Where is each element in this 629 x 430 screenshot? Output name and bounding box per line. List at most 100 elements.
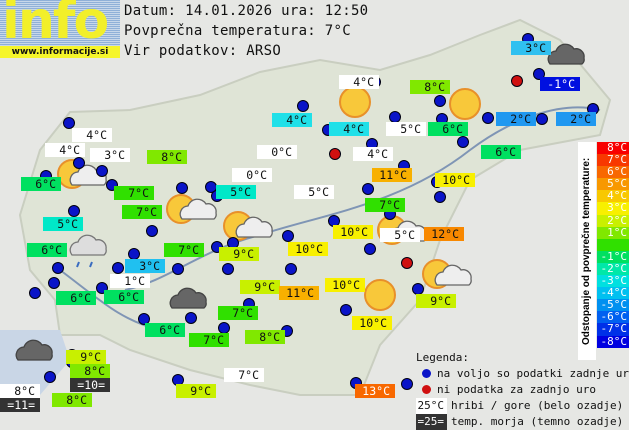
scale-row: 2°C	[597, 214, 629, 227]
station-temperature[interactable]: 11°C	[279, 286, 319, 300]
station-temperature[interactable]: 4°C	[272, 113, 312, 127]
sea-sample: =25=	[416, 414, 447, 430]
station-temperature[interactable]: 6°C	[428, 122, 468, 136]
station-temperature[interactable]: 8°C	[147, 150, 187, 164]
station-temperature[interactable]: 6°C	[104, 290, 144, 304]
station-temperature[interactable]: 7°C	[122, 205, 162, 219]
station-temperature[interactable]: 9°C	[66, 350, 106, 364]
station-temperature[interactable]: 12°C	[424, 227, 464, 241]
station-temperature[interactable]: 4°C	[72, 128, 112, 142]
station-temperature[interactable]: 7°C	[365, 198, 405, 212]
station-temperature[interactable]: 5°C	[216, 185, 256, 199]
station-temperature[interactable]: 9°C	[176, 384, 216, 398]
station-dot-no-data[interactable]	[401, 257, 413, 269]
station-dot[interactable]	[52, 262, 64, 274]
station-dot-no-data[interactable]	[511, 75, 523, 87]
station-dot[interactable]	[176, 182, 188, 194]
station-dot[interactable]	[434, 95, 446, 107]
station-temperature[interactable]: 8°C	[410, 80, 450, 94]
station-dot[interactable]	[434, 191, 446, 203]
station-temperature[interactable]: 3°C	[511, 41, 551, 55]
station-temperature[interactable]: 10°C	[352, 316, 392, 330]
station-dot[interactable]	[362, 183, 374, 195]
station-temperature[interactable]: 8°C	[70, 364, 110, 378]
station-temperature[interactable]: 10°C	[333, 225, 373, 239]
blue-dot-icon	[422, 369, 431, 378]
sun-icon	[364, 279, 396, 311]
station-temperature[interactable]: =10=	[70, 378, 110, 392]
station-dot[interactable]	[172, 263, 184, 275]
station-temperature[interactable]: 8°C	[52, 393, 92, 407]
station-temperature[interactable]: 10°C	[435, 173, 475, 187]
station-dot[interactable]	[68, 205, 80, 217]
station-temperature[interactable]: 8°C	[0, 384, 40, 398]
station-dot[interactable]	[285, 263, 297, 275]
station-temperature[interactable]: 6°C	[481, 145, 521, 159]
station-temperature[interactable]: 0°C	[232, 168, 272, 182]
station-temperature[interactable]: 3°C	[90, 148, 130, 162]
station-temperature[interactable]: 5°C	[380, 228, 420, 242]
station-temperature[interactable]: 4°C	[353, 147, 393, 161]
scale-row: 5°C	[597, 178, 629, 191]
station-dot[interactable]	[96, 165, 108, 177]
station-dot[interactable]	[222, 263, 234, 275]
station-temperature[interactable]: 0°C	[257, 145, 297, 159]
station-dot[interactable]	[482, 112, 494, 124]
station-dot[interactable]	[536, 113, 548, 125]
logo-text: info	[2, 0, 109, 51]
station-temperature[interactable]: 2°C	[496, 112, 536, 126]
dark-cloud-icon	[15, 339, 53, 361]
station-dot[interactable]	[282, 230, 294, 242]
station-temperature[interactable]: 4°C	[45, 143, 85, 157]
station-temperature[interactable]: 7°C	[218, 306, 258, 320]
station-temperature[interactable]: 6°C	[56, 291, 96, 305]
station-dot[interactable]	[48, 277, 60, 289]
station-temperature[interactable]: 4°C	[339, 75, 379, 89]
station-temperature[interactable]: 5°C	[43, 217, 83, 231]
station-dot[interactable]	[138, 313, 150, 325]
station-temperature[interactable]: 6°C	[27, 243, 67, 257]
station-dot[interactable]	[73, 157, 85, 169]
station-temperature[interactable]: 9°C	[240, 280, 280, 294]
station-temperature[interactable]: 7°C	[224, 368, 264, 382]
deviation-scale: Odstopanje od povprečne temperature: 8°C…	[578, 141, 629, 360]
station-temperature[interactable]: 3°C	[125, 259, 165, 273]
station-temperature[interactable]: 2°C	[556, 112, 596, 126]
station-temperature[interactable]: 6°C	[21, 177, 61, 191]
station-temperature[interactable]: 8°C	[245, 330, 285, 344]
station-dot-no-data[interactable]	[329, 148, 341, 160]
station-dot[interactable]	[185, 312, 197, 324]
legend: Legenda: na voljo so podatki zadnje ure …	[416, 350, 629, 430]
station-dot[interactable]	[29, 287, 41, 299]
station-temperature[interactable]: =11=	[0, 398, 40, 412]
station-temperature[interactable]: -1°C	[540, 77, 580, 91]
site-url[interactable]: www.informacije.si	[0, 46, 120, 58]
station-temperature[interactable]: 4°C	[329, 122, 369, 136]
station-dot[interactable]	[340, 304, 352, 316]
station-dot[interactable]	[457, 136, 469, 148]
station-temperature[interactable]: 5°C	[386, 122, 426, 136]
station-temperature[interactable]: 11°C	[372, 168, 412, 182]
station-temperature[interactable]: 13°C	[355, 384, 395, 398]
station-temperature[interactable]: 5°C	[294, 185, 334, 199]
station-temperature[interactable]: 9°C	[416, 294, 456, 308]
station-temperature[interactable]: 10°C	[325, 278, 365, 292]
logo[interactable]: info www.informacije.si	[0, 0, 120, 58]
station-temperature[interactable]: 6°C	[145, 323, 185, 337]
station-dot[interactable]	[63, 117, 75, 129]
station-temperature[interactable]: 10°C	[288, 242, 328, 256]
station-temperature[interactable]: 7°C	[189, 333, 229, 347]
station-dot[interactable]	[146, 225, 158, 237]
dark-cloud-icon	[547, 43, 585, 65]
station-dot[interactable]	[112, 262, 124, 274]
station-temperature[interactable]: 7°C	[164, 243, 204, 257]
station-dot[interactable]	[401, 378, 413, 390]
station-temperature[interactable]: 9°C	[219, 247, 259, 261]
station-temperature[interactable]: 7°C	[114, 186, 154, 200]
station-dot[interactable]	[44, 371, 56, 383]
station-temperature[interactable]: 1°C	[110, 274, 150, 288]
station-dot[interactable]	[297, 100, 309, 112]
date-line: Datum: 14.01.2026 ura: 12:50	[124, 3, 369, 19]
station-dot[interactable]	[364, 243, 376, 255]
sun-icon	[339, 86, 371, 118]
